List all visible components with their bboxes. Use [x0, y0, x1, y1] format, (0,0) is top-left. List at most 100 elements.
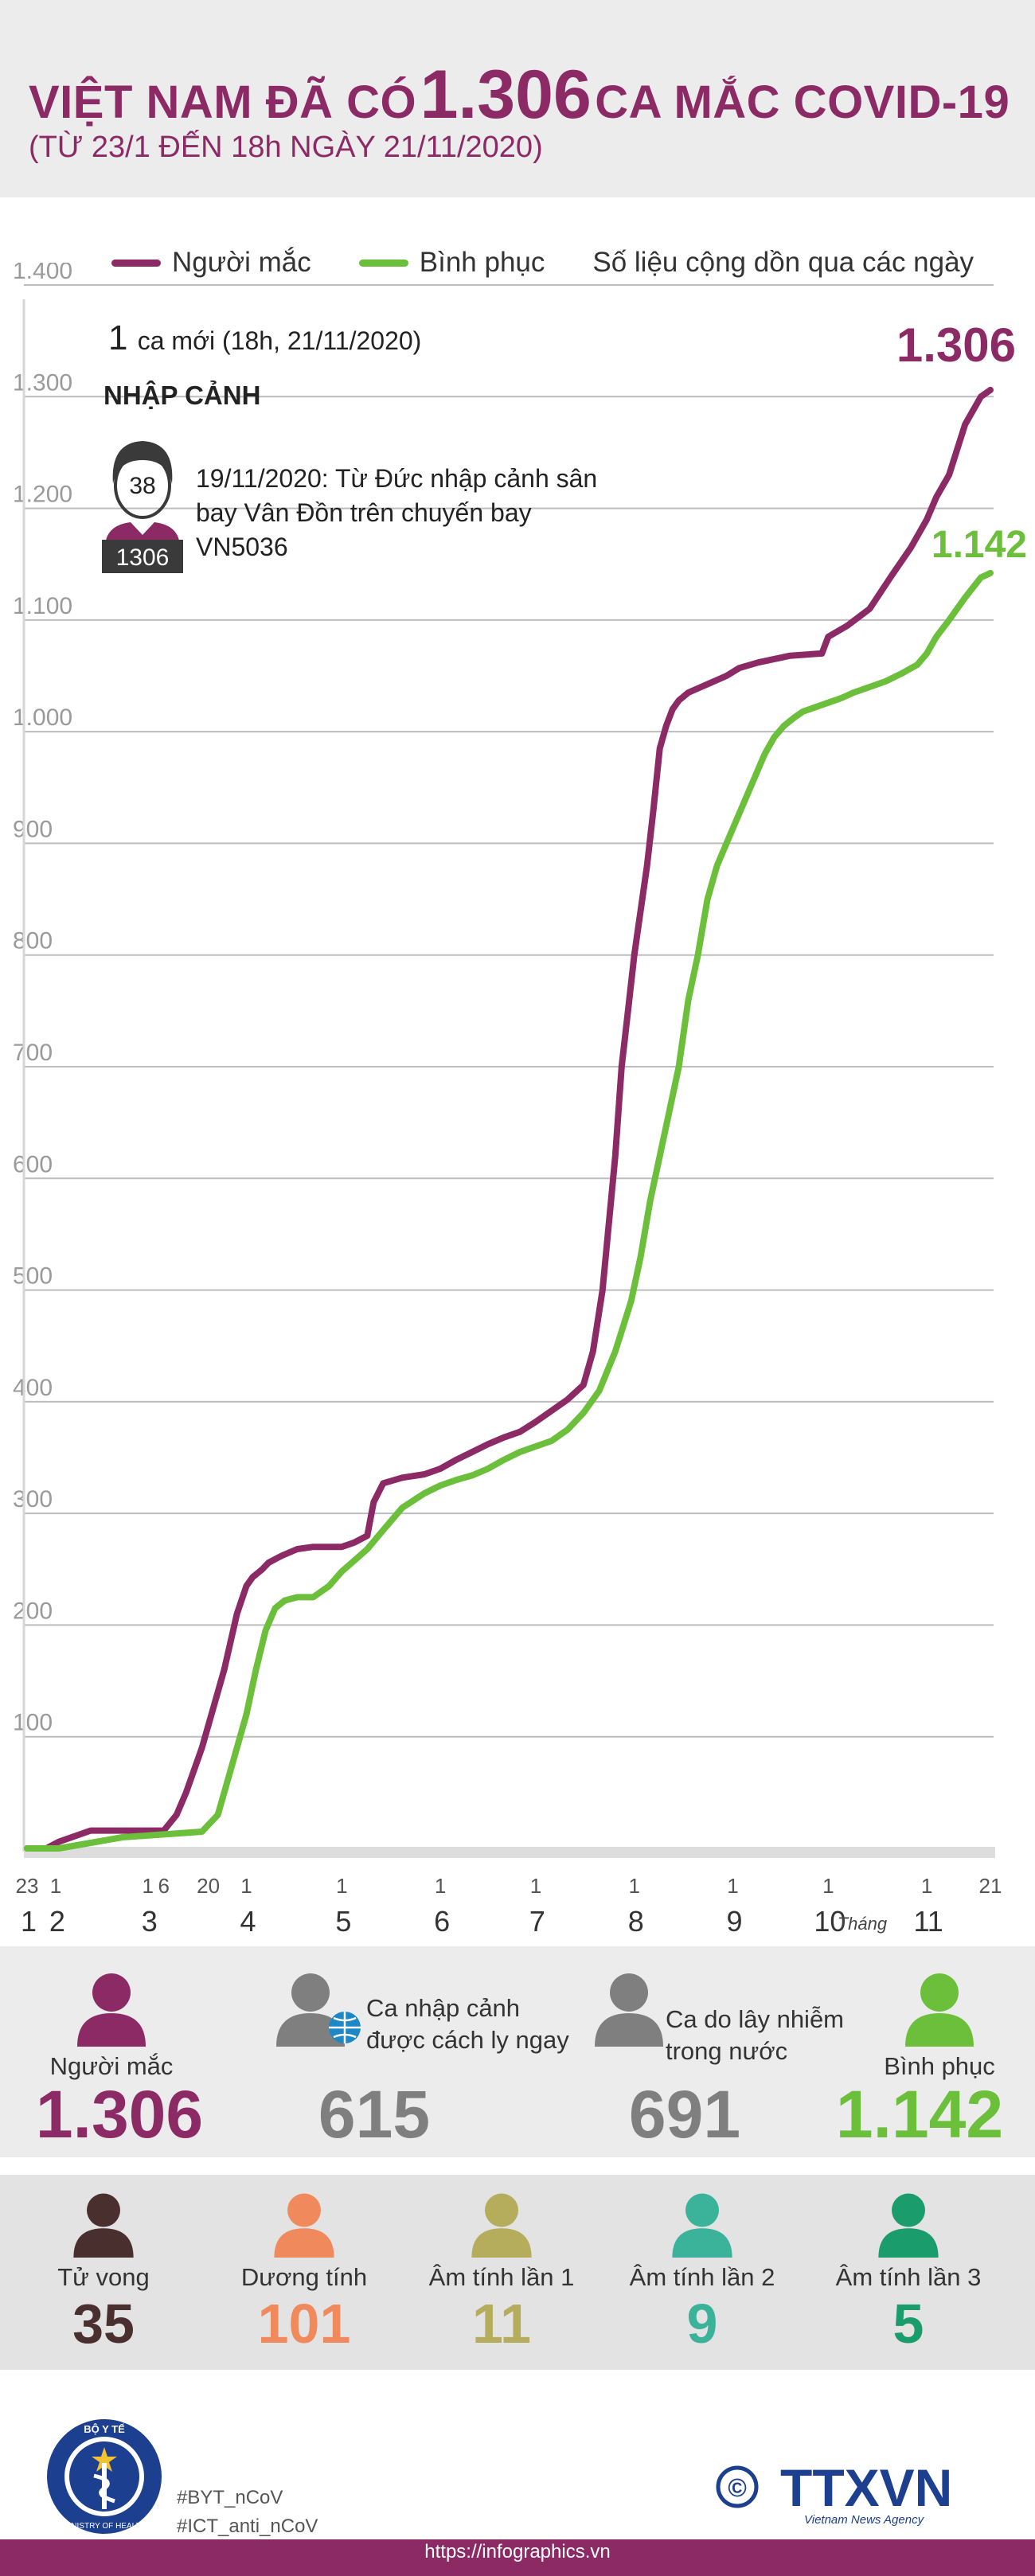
- x-month-tick-label: 5: [335, 1905, 351, 1938]
- stat-negative-3-label: Âm tính lần 3: [835, 2263, 982, 2291]
- y-tick-label: 200: [13, 1598, 53, 1624]
- series-recovered-line: [24, 569, 994, 1852]
- y-tick-label: 600: [13, 1151, 53, 1177]
- hashtag-byt[interactable]: #BYT_nCoV: [177, 2487, 283, 2508]
- stat-deaths: Tử vong 35: [24, 2191, 183, 2354]
- stat-infected-value-wrap: 1.306: [16, 2078, 223, 2150]
- stat-deaths-label: Tử vong: [57, 2263, 150, 2291]
- person-icon: [595, 1973, 663, 2047]
- x-day-tick-label: 1: [530, 1874, 541, 1898]
- legend-recovered-swatch: [358, 259, 408, 267]
- patient-age: 38: [129, 473, 155, 499]
- patient-id: 1306: [116, 544, 170, 571]
- stat-infected-value: 1.306: [35, 2077, 204, 2152]
- legend-note-text: Số liệu cộng dồn qua các ngày: [592, 247, 974, 278]
- x-day-tick-label: 1: [822, 1874, 834, 1898]
- stat-recovered-label: Bình phục: [884, 2052, 995, 2080]
- person-globe-icon: [276, 1973, 361, 2047]
- legend-infected: Người mắc: [111, 247, 311, 279]
- patient-icon: 38 1306: [102, 441, 183, 573]
- legend-recovered: Bình phục: [358, 247, 545, 279]
- x-day-tick-label: 1: [629, 1874, 640, 1898]
- x-month-tick-label: 2: [49, 1905, 65, 1938]
- stat-negative-1-value: 11: [472, 2293, 531, 2355]
- x-month-tick-label: 10: [814, 1905, 846, 1938]
- x-month-tick-label: 1: [21, 1905, 37, 1938]
- stat-imported-value-wrap: 615: [271, 2078, 478, 2150]
- annotation-detail: 19/11/2020: Từ Đức nhập cảnh sân bay Vân…: [196, 464, 598, 561]
- stat-positive-label: Dương tính: [240, 2263, 368, 2291]
- recovered-end-label: 1.142: [931, 524, 1027, 566]
- stat-negative-3-value: 5: [892, 2293, 924, 2355]
- x-day-tick-label: 1: [143, 1874, 154, 1898]
- y-tick-label: 300: [13, 1486, 53, 1512]
- y-tick-label: 400: [13, 1375, 53, 1401]
- x-month-tick-label: 4: [240, 1905, 256, 1938]
- annotation-heading: NHẬP CẢNH: [104, 381, 261, 410]
- stat-recovered: Bình phục: [860, 1970, 1019, 2082]
- moh-logo-top-text: BỘ Y TẾ: [84, 2423, 125, 2435]
- ttxvn-subtitle: Vietnam News Agency: [804, 2513, 925, 2527]
- stat-positive-value: 101: [257, 2293, 351, 2355]
- ministry-of-health-logo: BỘ Y TẾ MINISTRY OF HEALTH: [47, 2419, 162, 2534]
- title-prefix: VIỆT NAM ĐÃ CÓ: [29, 76, 417, 128]
- x-day-tick-label: 1: [921, 1874, 932, 1898]
- y-tick-label: 1.000: [13, 704, 72, 731]
- stat-local-label: Ca do lây nhiễm trong nước: [666, 2005, 845, 2065]
- legend-infected-label: Người mắc: [172, 247, 311, 278]
- y-tick-label: 800: [13, 928, 53, 954]
- x-day-tick-label: 21: [979, 1874, 1002, 1898]
- y-tick-label: 1.400: [13, 263, 72, 284]
- stat-negative-1: Âm tính lần 1 11: [414, 2191, 589, 2354]
- stat-negative-2-label: Âm tính lần 2: [629, 2263, 775, 2291]
- person-icon: [905, 1973, 974, 2047]
- x-day-tick-label: 23: [16, 1874, 39, 1898]
- new-case-text: ca mới (18h, 21/11/2020): [137, 326, 422, 355]
- x-month-tick-label: 6: [434, 1905, 450, 1938]
- new-case-count: 1: [108, 318, 128, 357]
- x-month-tick-label: 8: [628, 1905, 644, 1938]
- moh-logo-bottom-text: MINISTRY OF HEALTH: [62, 2522, 146, 2531]
- chart-legend: Người mắc Bình phục Số liệu cộng dồn qua…: [111, 239, 1021, 287]
- stat-imported-value: 615: [318, 2077, 431, 2152]
- x-day-tick-label: 1: [727, 1874, 738, 1898]
- secondary-stats-panel: Tử vong 35 Dương tính 101 Âm tính lần 1 …: [0, 2175, 1035, 2370]
- x-month-tick-label: 9: [727, 1905, 743, 1938]
- hashtag-ict[interactable]: #ICT_anti_nCoV: [177, 2516, 318, 2537]
- ttxvn-wordmark: TTXVN: [780, 2458, 952, 2517]
- stat-recovered-value-wrap: 1.142: [812, 2078, 1027, 2150]
- y-tick-label: 500: [13, 1263, 53, 1290]
- y-tick-label: 1.100: [13, 593, 72, 619]
- ttxvn-logo: © TTXVN Vietnam News Agency: [716, 2458, 952, 2527]
- page-title: VIỆT NAM ĐÃ CÓ 1.306 CA MẮC COVID-19: [29, 56, 1010, 135]
- footer-url[interactable]: https://infographics.vn: [424, 2541, 611, 2562]
- title-number: 1.306: [420, 57, 592, 133]
- stat-infected-label: Người mắc: [49, 2052, 174, 2080]
- cumulative-cases-chart: 1.400 1.300 1.200 1.100 1.000 900 800 700 600 500…: [13, 263, 1027, 1938]
- footer-hashtags: #BYT_nCoV #ICT_anti_nCoV: [177, 2484, 318, 2541]
- infected-end-label: 1.306: [896, 318, 1016, 372]
- stat-imported: Ca nhập cảnh được cách ly ngay: [366, 1992, 573, 2056]
- y-tick-label: 700: [13, 1040, 53, 1066]
- stat-recovered-value: 1.142: [835, 2077, 1004, 2152]
- person-icon: [77, 1973, 146, 2047]
- header-band: VIỆT NAM ĐÃ CÓ 1.306 CA MẮC COVID-19 (TỪ…: [0, 0, 1035, 197]
- stat-local-value-wrap: 691: [581, 2078, 788, 2150]
- stat-local: Ca do lây nhiễm trong nước: [666, 2004, 873, 2067]
- legend-note: Số liệu cộng dồn qua các ngày: [592, 247, 974, 279]
- stat-local-icon-wrap: [581, 1970, 677, 2051]
- stat-negative-2: Âm tính lần 2 9: [615, 2191, 790, 2354]
- y-tick-label: 100: [13, 1710, 53, 1736]
- stat-negative-1-label: Âm tính lần 1: [428, 2263, 575, 2291]
- x-day-tick-label: 1: [336, 1874, 347, 1898]
- footer-bar: [0, 2539, 1035, 2576]
- person-icon: [672, 2193, 732, 2258]
- x-month-tick-label: 3: [142, 1905, 158, 1938]
- title-suffix: CA MẮC COVID-19: [595, 76, 1010, 128]
- legend-infected-swatch: [111, 259, 161, 267]
- y-tick-label: 900: [13, 816, 53, 842]
- stat-infected: Người mắc: [32, 1970, 191, 2082]
- stat-negative-3: Âm tính lần 3 5: [817, 2191, 1000, 2354]
- x-day-tick-label: 6: [158, 1874, 169, 1898]
- copyright-symbol: ©: [728, 2473, 747, 2502]
